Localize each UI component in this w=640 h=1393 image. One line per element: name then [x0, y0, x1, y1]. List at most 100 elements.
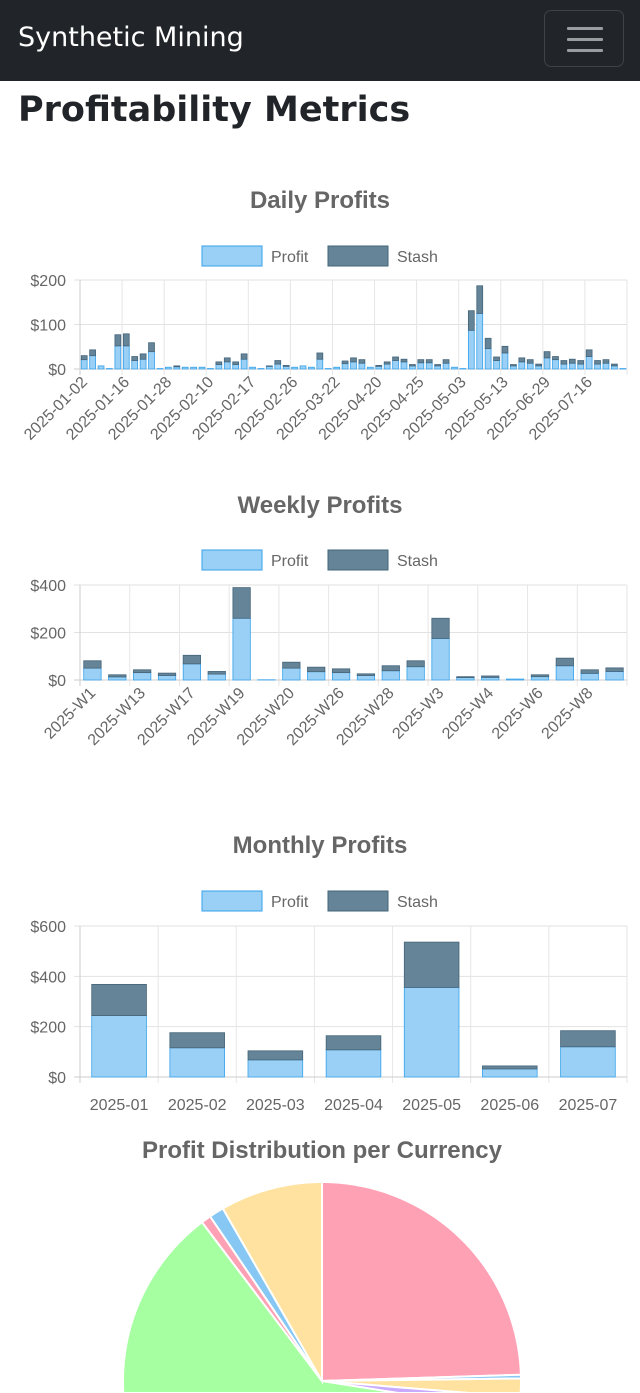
bar-stash	[215, 361, 223, 365]
bar-stash	[417, 359, 425, 364]
bar-stash	[605, 667, 624, 672]
bar-profit	[291, 366, 298, 370]
bar-profit	[190, 366, 197, 370]
legend-swatch-profit	[201, 890, 263, 912]
y-tick-label: $400	[30, 578, 66, 595]
bar-profit	[299, 365, 307, 370]
bar-stash	[442, 359, 450, 364]
bar-profit	[169, 1047, 225, 1078]
bar-stash	[114, 334, 122, 347]
bar-profit	[122, 345, 130, 370]
legend-label-profit: Profit	[271, 894, 309, 911]
bar-stash	[611, 363, 618, 367]
bar-profit	[308, 366, 315, 370]
bar-stash	[91, 983, 147, 1016]
bar-stash	[223, 357, 231, 363]
bar-profit	[434, 365, 441, 370]
bar-stash	[232, 587, 251, 619]
bar-profit	[350, 361, 357, 370]
hamburger-menu-icon	[567, 27, 603, 30]
legend-swatch-profit	[201, 549, 263, 571]
y-tick-label: $200	[30, 626, 66, 643]
bar-profit	[535, 365, 542, 370]
bar-stash	[247, 1050, 304, 1061]
x-tick-label: 2025-04	[324, 1097, 383, 1114]
bar-stash	[325, 1035, 382, 1051]
currency-distribution-pie-chart: Profit Distribution per Currency	[122, 1137, 522, 1393]
navbar-brand[interactable]: Synthetic Mining	[18, 22, 244, 53]
x-tick-label: 2025-07	[559, 1097, 618, 1114]
bar-profit	[526, 362, 534, 370]
bar-profit	[207, 673, 226, 681]
bar-profit	[108, 676, 127, 681]
bar-profit	[282, 365, 290, 370]
monthly-profits-chart: Monthly Profits Profit Stash $0 $200 $400 $600…	[30, 832, 628, 1114]
bar-profit	[506, 678, 525, 681]
bar-stash	[80, 355, 88, 361]
bar-profit	[431, 638, 450, 681]
bar-stash	[307, 666, 326, 673]
bar-stash	[182, 654, 201, 665]
bar-profit	[182, 663, 201, 681]
bar-profit	[381, 670, 400, 681]
navbar-toggler-button[interactable]	[544, 10, 624, 67]
bar-profit	[530, 676, 550, 681]
bar-profit	[266, 365, 273, 370]
bar-profit	[560, 363, 568, 370]
bar-profit	[555, 665, 574, 681]
bar-stash	[108, 674, 127, 678]
bar-stash	[381, 665, 400, 672]
bar-stash	[173, 365, 181, 368]
bar-profit	[467, 329, 475, 370]
bar-profit	[133, 672, 152, 681]
bar-profit	[181, 366, 189, 370]
bar-profit	[476, 312, 484, 370]
bar-profit	[442, 362, 450, 370]
bar-stash	[240, 353, 248, 360]
bar-stash	[331, 668, 351, 674]
x-tick-label: 2025-W6	[489, 685, 547, 743]
bar-stash	[518, 357, 526, 363]
x-tick-label: 2025-02	[168, 1097, 227, 1114]
bar-stash	[409, 364, 416, 367]
bar-stash	[476, 285, 484, 314]
bar-stash	[406, 660, 425, 668]
y-tick-label: $600	[30, 919, 66, 936]
bar-stash	[425, 359, 433, 364]
x-tick-label: 2025-05	[402, 1097, 461, 1114]
x-tick-label: 2025-01	[90, 1097, 149, 1114]
bar-stash	[568, 358, 576, 364]
y-tick-label: $400	[30, 969, 66, 986]
weekly-profits-chart: Weekly Profits Profit Stash $0 $200 $400 2025-…	[30, 492, 628, 749]
bar-profit	[552, 359, 559, 370]
bar-profit	[493, 360, 500, 370]
bar-stash	[148, 342, 155, 353]
pie-slice	[122, 1220, 398, 1393]
bar-stash	[403, 941, 460, 988]
page-title: Profitability Metrics	[18, 90, 411, 130]
x-tick-label: 2025-W8	[539, 685, 597, 743]
bar-profit	[605, 671, 624, 681]
bar-profit	[333, 366, 341, 370]
x-tick-label: 2025-06	[480, 1097, 539, 1114]
bar-profit	[97, 365, 105, 370]
bar-stash	[467, 310, 475, 331]
bar-stash	[157, 672, 177, 676]
bar-stash	[383, 361, 391, 365]
bar-stash	[481, 675, 500, 678]
bar-stash	[530, 674, 550, 678]
bar-profit	[249, 366, 256, 370]
y-tick-label: $0	[48, 362, 66, 379]
hamburger-menu-icon	[567, 38, 603, 41]
bar-stash	[501, 345, 509, 354]
bar-profit	[594, 363, 601, 370]
legend-swatch-stash	[327, 549, 389, 571]
bar-stash	[274, 360, 282, 365]
bar-profit	[482, 1068, 538, 1078]
bar-stash	[493, 356, 500, 361]
legend-label-profit: Profit	[271, 249, 309, 266]
legend-label-stash: Stash	[397, 249, 438, 266]
bar-profit	[240, 358, 248, 370]
pie-slice	[221, 1180, 323, 1385]
